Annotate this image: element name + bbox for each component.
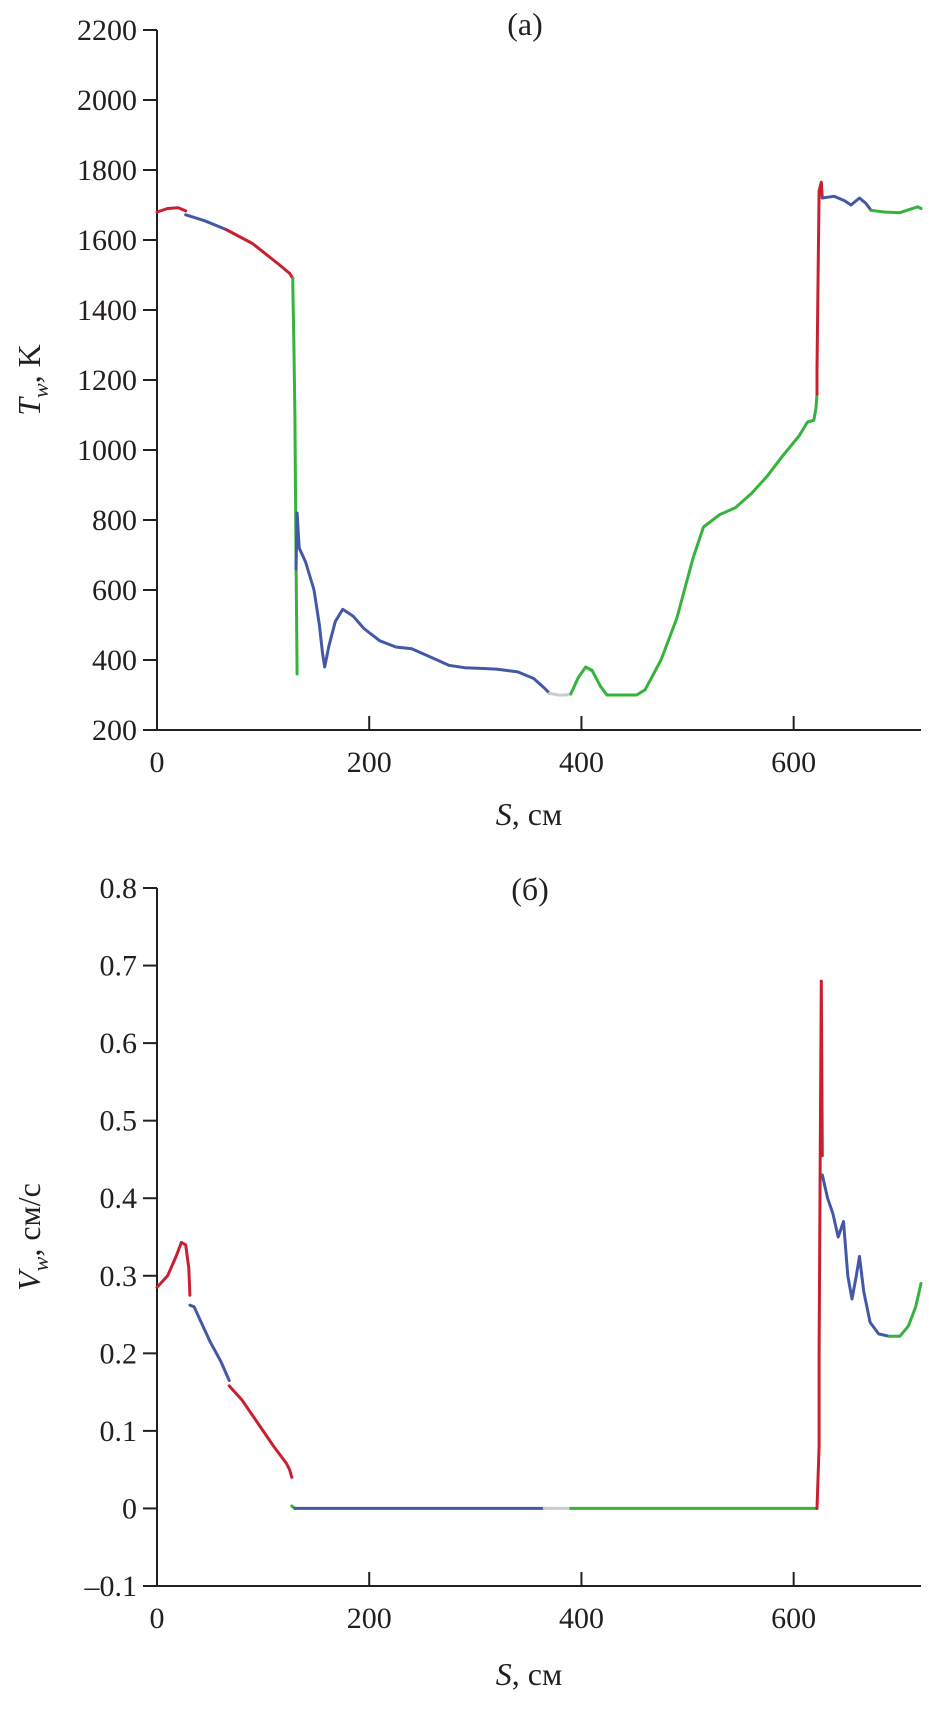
series-line-2-2: [188, 1303, 231, 1382]
series-line-2-8: [815, 979, 824, 1510]
series-line-1-9: [820, 194, 873, 212]
chart-panel-1: 2004006008001000120014001600180020002200…: [11, 6, 923, 832]
x-tick-label: 200: [347, 746, 392, 779]
series-line-1-3: [224, 228, 295, 280]
panel-label: (б): [511, 871, 549, 907]
y-tick-label: 0.5: [100, 1105, 138, 1138]
y-tick-label: 600: [92, 574, 137, 607]
y-tick-label: 0.2: [100, 1337, 138, 1370]
x-tick-label: 200: [347, 1602, 392, 1635]
x-tick-label: 0: [150, 1602, 165, 1635]
x-tick-label: 600: [771, 1602, 816, 1635]
series-line-1-4: [291, 277, 299, 676]
y-tick-label: 800: [92, 504, 137, 537]
y-tick-label: 400: [92, 644, 137, 677]
series-line-1-1: [155, 206, 188, 214]
y-tick-label: 0.6: [100, 1027, 138, 1060]
y-tick-label: 0.3: [100, 1260, 138, 1293]
y-tick-label: 1400: [77, 294, 137, 327]
x-tick-label: 400: [559, 746, 604, 779]
y-tick-label: –0.1: [84, 1570, 138, 1603]
x-tick-label: 0: [150, 746, 165, 779]
x-axis-title: S, см: [496, 796, 562, 832]
series-line-1-5: [294, 511, 552, 695]
series-line-2-1: [155, 1240, 192, 1297]
chart-panel-2: –0.1 0 0.1 0.2 0.3 0.4 0.5 0.6 0.7 0.8 0 200 400 600 (…: [11, 871, 923, 1692]
series-line-1-10: [869, 205, 923, 215]
series-line-2-10: [887, 1282, 923, 1338]
series-line-1-8: [815, 180, 824, 396]
panel-label: (a): [507, 6, 543, 42]
y-tick-label: 1600: [77, 224, 137, 257]
y-axis-title: Vw, см/с: [11, 1183, 53, 1291]
y-tick-label: 0.1: [100, 1415, 138, 1448]
y-tick-label: 1800: [77, 154, 137, 187]
y-tick-label: 2200: [77, 14, 137, 47]
series-line-1-6: [548, 691, 573, 697]
series-line-2-3: [227, 1384, 294, 1479]
series-line-2-9: [820, 1173, 891, 1338]
y-axis-title: Tw, K: [11, 344, 53, 416]
y-tick-label: 1000: [77, 434, 137, 467]
y-tick-label: 0: [122, 1492, 137, 1525]
x-tick-label: 600: [771, 746, 816, 779]
x-axis-title: S, см: [496, 1656, 562, 1692]
y-tick-label: 0.4: [100, 1182, 138, 1215]
series-line-1-2: [184, 213, 228, 231]
x-tick-label: 400: [559, 1602, 604, 1635]
y-tick-label: 0.7: [100, 950, 138, 983]
y-tick-label: 200: [92, 714, 137, 747]
y-tick-label: 2000: [77, 84, 137, 117]
y-tick-label: 0.8: [100, 872, 138, 905]
y-tick-label: 1200: [77, 364, 137, 397]
series-line-1-7: [569, 392, 819, 697]
